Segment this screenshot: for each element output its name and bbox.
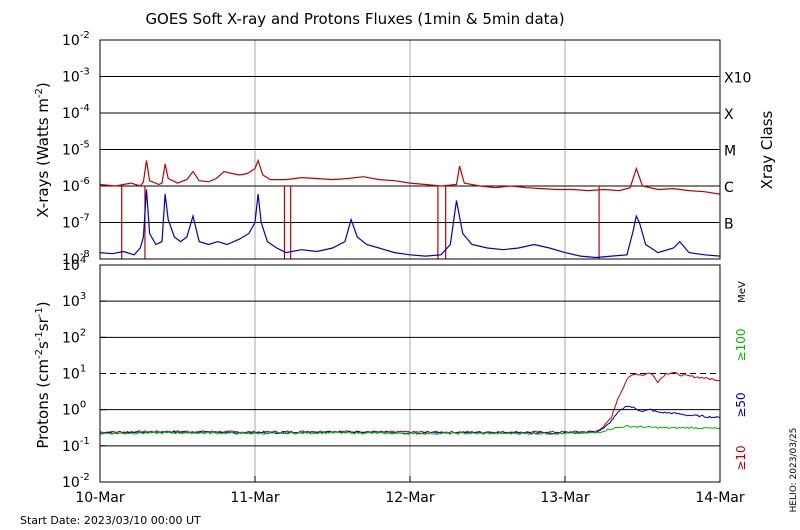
xray-y-tick-label: 10-5 — [62, 140, 90, 159]
tick-exponent: 3 — [80, 291, 86, 302]
proton-ylabel-sup2: -1 — [34, 331, 45, 341]
tick-exponent: -2 — [80, 30, 90, 41]
proton-y-tick-label: 101 — [62, 364, 86, 383]
xray-y-tick-label: 10-4 — [62, 103, 90, 122]
proton-y-tick-label: 100 — [62, 400, 86, 419]
proton-ylabel-main: Protons (cm — [34, 359, 52, 449]
tick-base: 10 — [62, 33, 80, 49]
x-tick-label: 10-Mar — [75, 490, 125, 506]
xray-y-tick-labels: 10-210-310-410-510-610-710-8 — [62, 30, 106, 268]
tick-exponent: 4 — [80, 255, 86, 266]
x-tick-label: 13-Mar — [540, 490, 590, 506]
energy-label: ≥100 — [734, 329, 748, 362]
xray-y-tick-label: 10-7 — [62, 213, 90, 232]
xray-y-tick-label: 10-8 — [62, 249, 90, 268]
energy-label: ≥10 — [734, 445, 748, 470]
energy-label: ≥50 — [734, 392, 748, 417]
tick-base: 10 — [62, 216, 80, 232]
proton-series-group — [99, 371, 721, 436]
tick-base: 10 — [62, 252, 80, 268]
tick-exponent: -3 — [80, 67, 90, 78]
xray-series-group — [99, 158, 721, 259]
tick-base: 10 — [62, 475, 80, 491]
tick-base: 10 — [62, 403, 80, 419]
tick-exponent: 2 — [80, 327, 86, 338]
tick-exponent: 1 — [80, 364, 86, 375]
proton-y-tick-label: 10-1 — [62, 436, 90, 455]
tick-base: 10 — [62, 258, 80, 274]
proton-y-tick-label: 102 — [62, 327, 86, 346]
tick-exponent: -1 — [80, 436, 90, 447]
tick-exponent: -7 — [80, 213, 90, 224]
proton-y-axis-label: Protons (cm-2s-1sr-1) — [34, 301, 52, 448]
x-tick-label: 14-Mar — [695, 490, 745, 506]
proton-grid — [100, 265, 720, 482]
proton-ylabel-mid1: s — [34, 341, 52, 349]
tick-exponent: -8 — [80, 249, 90, 260]
tick-base: 10 — [62, 143, 80, 159]
proton-y-tick-label: 104 — [62, 255, 86, 274]
tick-base: 10 — [62, 70, 80, 86]
xray-y-tick-label: 10-6 — [62, 176, 90, 195]
start-date-footer: Start Date: 2023/03/10 00:00 UT — [20, 514, 201, 527]
x-tick-labels: 10-Mar 11-Mar 12-Mar 13-Mar 14-Mar — [75, 476, 745, 506]
proton-y-tick-label: 103 — [62, 291, 86, 310]
proton-ylabel-end: ) — [34, 301, 52, 307]
xray-ylabel-main: X-rays (Watts m — [34, 98, 52, 218]
xray-y-axis-label: X-rays (Watts m-2) — [34, 82, 52, 217]
xray-y-tick-label: 10-2 — [62, 30, 90, 49]
xray-ylabel-end: ) — [34, 82, 52, 88]
tick-exponent: -2 — [80, 472, 90, 483]
xray-class-c: C — [724, 180, 734, 196]
tick-base: 10 — [62, 179, 80, 195]
proton-series-line-2 — [99, 424, 721, 436]
proton-unit-label: MeV — [737, 281, 748, 303]
x-tick-label: 11-Mar — [230, 490, 280, 506]
tick-exponent: -5 — [80, 140, 90, 151]
xray-class-x10: X10 — [724, 71, 751, 87]
proton-ylabel-sup3: -1 — [34, 307, 45, 317]
tick-base: 10 — [62, 330, 80, 346]
xray-series-line-1 — [99, 189, 721, 259]
x-tick-label: 12-Mar — [385, 490, 435, 506]
tick-exponent: 0 — [80, 400, 86, 411]
xray-class-m: M — [724, 144, 736, 160]
xray-class-x: X — [724, 107, 734, 123]
xray-ylabel-sup: -2 — [34, 88, 45, 98]
xray-class-b: B — [724, 217, 734, 233]
xray-y-tick-label: 10-3 — [62, 67, 90, 86]
proton-y-tick-label: 10-2 — [62, 472, 90, 491]
tick-base: 10 — [62, 439, 80, 455]
tick-base: 10 — [62, 367, 80, 383]
tick-exponent: -6 — [80, 176, 90, 187]
xray-grid — [100, 40, 720, 259]
proton-series-line-0 — [99, 371, 721, 434]
tick-base: 10 — [62, 294, 80, 310]
energy-labels: ≥100 ≥50 ≥10 — [734, 329, 748, 471]
xray-class-labels: X10 X M C B — [724, 71, 751, 233]
proton-ylabel-mid2: sr — [34, 316, 52, 331]
tick-base: 10 — [62, 106, 80, 122]
xray-class-title: Xray Class — [758, 110, 776, 189]
proton-ylabel-sup1: -2 — [34, 349, 45, 359]
helio-date-footer: HELIO: 2023/03/25 — [789, 428, 799, 513]
tick-exponent: -4 — [80, 103, 90, 114]
chart-title: GOES Soft X-ray and Protons Fluxes (1min… — [145, 10, 564, 28]
